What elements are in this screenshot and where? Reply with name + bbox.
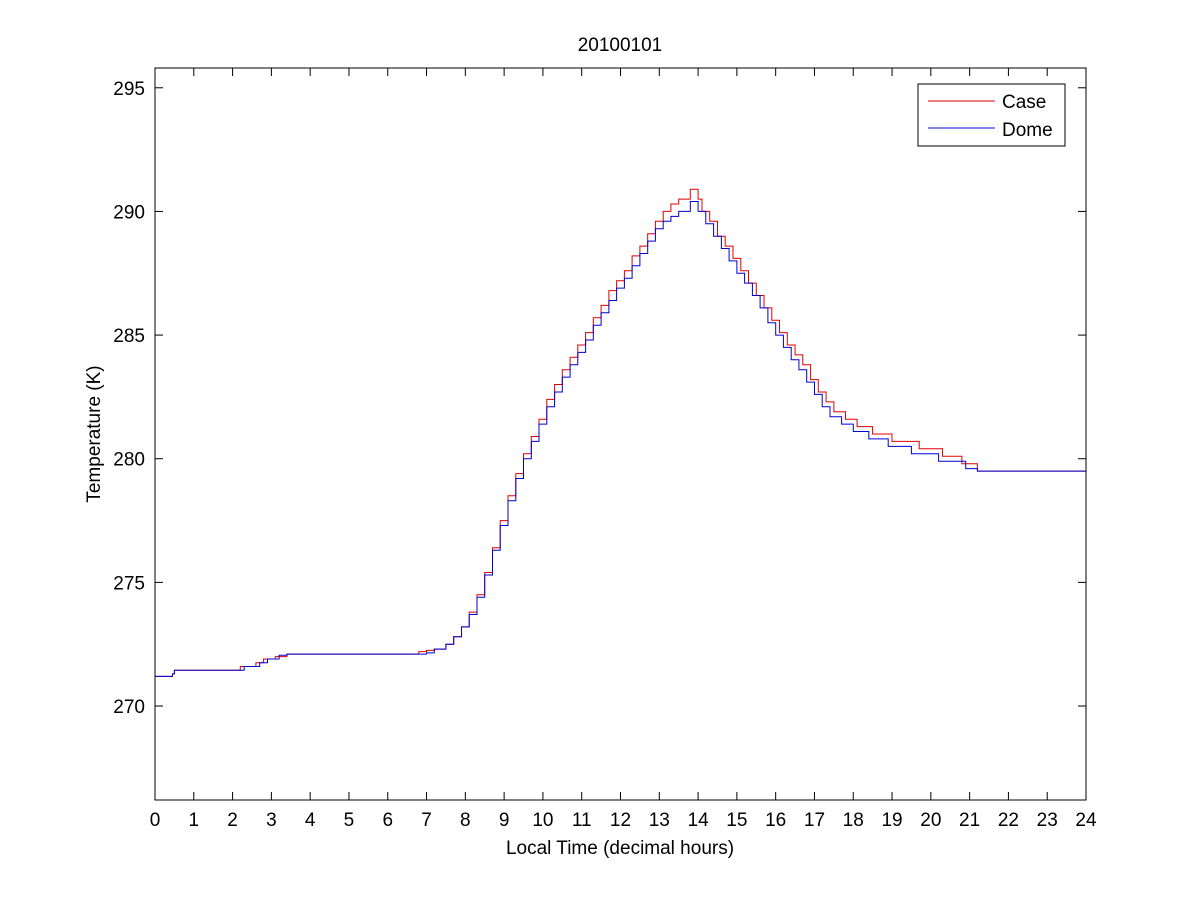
x-tick-label: 8 bbox=[460, 810, 471, 831]
x-tick-label: 9 bbox=[499, 810, 510, 831]
y-tick-label: 295 bbox=[113, 79, 145, 100]
x-tick-label: 1 bbox=[189, 810, 200, 831]
legend: Case Dome bbox=[917, 83, 1066, 147]
tick-layer: 0 1 2 3 4 5 6 7 8 9 10 11 12 13 14 15 16 17 18 19 20 21 22 23 24… bbox=[113, 68, 1097, 831]
plot-area bbox=[155, 68, 1086, 800]
x-tick-label: 19 bbox=[881, 810, 902, 831]
series-layer bbox=[155, 188, 1086, 677]
x-tick-label: 13 bbox=[649, 810, 670, 831]
x-tick-label: 24 bbox=[1075, 810, 1097, 831]
x-tick-label: 2 bbox=[227, 810, 238, 831]
x-tick-label: 17 bbox=[804, 810, 825, 831]
x-tick-label: 5 bbox=[344, 810, 355, 831]
x-tick-label: 6 bbox=[382, 810, 393, 831]
y-tick-label: 270 bbox=[113, 697, 145, 718]
x-tick-label: 11 bbox=[572, 810, 592, 831]
y-axis-title: Temperature (K) bbox=[84, 365, 105, 502]
x-tick-label: 18 bbox=[843, 810, 864, 831]
x-axis-title: Local Time (decimal hours) bbox=[506, 838, 734, 859]
x-tick-label: 21 bbox=[959, 810, 980, 831]
x-tick-label: 7 bbox=[421, 810, 432, 831]
x-tick-label: 16 bbox=[765, 810, 786, 831]
y-tick-label: 275 bbox=[113, 573, 145, 594]
series-line-dome bbox=[155, 201, 1086, 677]
x-tick-label: 22 bbox=[998, 810, 1019, 831]
x-tick-label: 20 bbox=[920, 810, 941, 831]
x-tick-label: 3 bbox=[266, 810, 277, 831]
x-tick-label: 4 bbox=[305, 810, 316, 831]
x-tick-label: 10 bbox=[532, 810, 553, 831]
x-tick-label: 14 bbox=[688, 810, 710, 831]
y-tick-label: 290 bbox=[113, 202, 145, 223]
x-tick-label: 12 bbox=[610, 810, 631, 831]
chart-title: 20100101 bbox=[578, 35, 663, 56]
x-tick-label: 15 bbox=[726, 810, 747, 831]
x-tick-label: 0 bbox=[150, 810, 161, 831]
y-tick-label: 280 bbox=[113, 450, 145, 471]
x-tick-label: 23 bbox=[1037, 810, 1058, 831]
axes-box bbox=[154, 67, 1087, 801]
y-tick-label: 285 bbox=[113, 326, 145, 347]
legend-label-dome: Dome bbox=[1002, 120, 1053, 141]
legend-label-case: Case bbox=[1002, 92, 1046, 113]
legend-box bbox=[917, 83, 1066, 147]
